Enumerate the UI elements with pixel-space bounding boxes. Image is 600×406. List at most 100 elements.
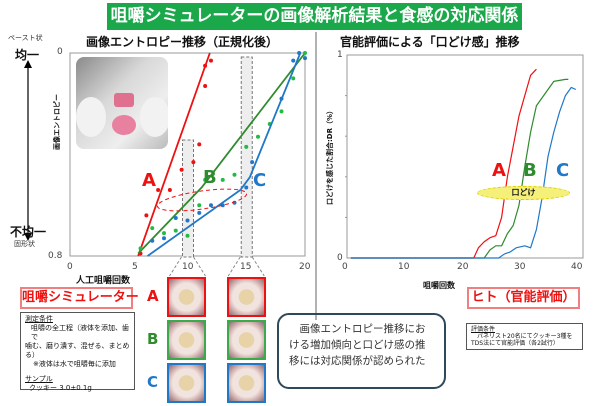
- photo-b-15: [227, 320, 266, 360]
- note-title: 評価条件: [471, 326, 496, 333]
- uniform-label: 均一: [15, 48, 40, 62]
- trend-line-B: [137, 52, 306, 255]
- right-label-c: C: [556, 160, 570, 181]
- y-tick: 0.8: [48, 251, 63, 261]
- highlight-ellipse: [156, 188, 248, 212]
- data-point-A: [197, 142, 202, 147]
- y-tick: 1: [337, 50, 343, 60]
- sample-title: サンプル: [25, 375, 53, 383]
- x-tick: 20: [457, 262, 469, 272]
- data-point-C: [162, 236, 166, 241]
- arrow-down-head: [24, 233, 32, 241]
- left-chart-title: 画像エントロピー推移（正規化後）: [86, 35, 279, 49]
- trend-line-C: [147, 52, 302, 257]
- data-point-A: [191, 160, 196, 165]
- data-point-B: [279, 109, 284, 114]
- data-point-A: [179, 167, 184, 172]
- photo-a-10: [167, 277, 206, 317]
- human-box: ヒト（官能評価）: [467, 287, 580, 309]
- data-point-B: [303, 51, 307, 55]
- dr-curve-A: [350, 68, 537, 259]
- conclusion-box: 画像エントロピー推移における増加傾向と口どけ感の推移には対応関係が認められた: [277, 313, 446, 389]
- x-tick: 15: [240, 262, 252, 272]
- data-point-B: [244, 144, 249, 149]
- row-label-c: C: [147, 373, 159, 391]
- y-tick: 0: [337, 253, 343, 263]
- data-point-C: [244, 185, 249, 190]
- photo-a-15: [227, 277, 266, 317]
- x-tick: 0: [342, 262, 348, 272]
- data-point-C: [173, 215, 178, 220]
- simulator-photo: [76, 57, 168, 149]
- label-a: A: [142, 170, 156, 191]
- right-chart-title: 官能評価による「口どけ感」推移: [340, 35, 520, 49]
- solid-label: 固形状: [14, 240, 35, 248]
- y-tick: 0: [57, 47, 63, 57]
- note-line: 咀嚼の全工程（液体を添加、歯で: [31, 324, 129, 341]
- sample-value: クッキー 3.0±0.1g: [29, 384, 92, 392]
- x-tick: 20: [299, 262, 311, 272]
- arrow-up-head: [24, 60, 32, 68]
- note-title: 測定条件: [25, 315, 53, 323]
- x-tick: 5: [132, 262, 138, 272]
- callout-lines-15: [227, 256, 265, 277]
- trend-line-A: [137, 52, 211, 257]
- data-point-B: [197, 203, 202, 208]
- right-label-b: B: [523, 160, 537, 181]
- photo-c-15: [227, 363, 266, 403]
- data-point-C: [197, 210, 202, 215]
- data-point-C: [291, 58, 296, 63]
- note-line: 噛む、磨り潰す、混ぜる、まとめる）: [25, 342, 130, 359]
- measurement-note: 測定条件 咀嚼の全工程（液体を添加、歯で 噛む、磨り潰す、混ぜる、まとめる） ※…: [20, 312, 135, 392]
- right-y-label: 口どけを感じた割合:DR（%）: [326, 106, 334, 205]
- data-point-C: [279, 96, 284, 101]
- evaluation-note: 評価条件 パネリスト20名にてクッキー3種を TDS法にて官能評価（各2試行）: [466, 323, 583, 350]
- data-point-C: [209, 203, 213, 208]
- data-point-B: [138, 246, 143, 251]
- highlight-column-10: [182, 139, 194, 258]
- paste-label: ペースト状: [8, 34, 43, 42]
- data-point-C: [250, 160, 255, 165]
- left-x-label: 人工咀嚼回数: [76, 276, 131, 286]
- highlight-column-15: [240, 56, 253, 258]
- right-label-a: A: [492, 160, 506, 181]
- data-point-B: [291, 76, 296, 81]
- kuchidoke-ellipse: 口どけ: [477, 186, 570, 200]
- note-line: ※液体は水で咀嚼毎に添加: [33, 360, 116, 368]
- data-point-B: [220, 177, 225, 182]
- right-x-label: 咀嚼回数: [423, 281, 455, 290]
- x-tick: 10: [398, 262, 410, 272]
- data-point-B: [173, 228, 178, 233]
- left-y-label: 画像エントロピー: [53, 94, 61, 150]
- dr-curve-B: [350, 78, 569, 259]
- row-label-b: B: [147, 330, 159, 348]
- data-point-A: [167, 188, 172, 193]
- x-tick: 10: [182, 262, 194, 272]
- data-point-B: [185, 233, 190, 238]
- data-point-C: [150, 238, 155, 243]
- data-point-B: [203, 177, 208, 182]
- data-point-B: [150, 226, 155, 231]
- page-title: 咀嚼シミュレーターの画像解析結果と食感の対応関係: [107, 3, 522, 30]
- data-point-C: [220, 203, 225, 208]
- dr-curve-C: [350, 86, 577, 259]
- data-point-A: [209, 58, 213, 63]
- row-label-a: A: [147, 287, 159, 305]
- photo-b-10: [167, 320, 206, 360]
- label-c: C: [253, 170, 267, 191]
- simulator-box: 咀嚼シミュレーター: [20, 287, 139, 309]
- data-point-A: [156, 188, 161, 193]
- data-point-B: [162, 231, 166, 236]
- data-point-C: [303, 56, 307, 61]
- x-tick: 40: [571, 262, 583, 272]
- data-point-C: [185, 218, 190, 223]
- x-tick: 30: [514, 262, 526, 272]
- data-point-A: [144, 213, 149, 218]
- callout-lines-10: [169, 256, 206, 277]
- x-tick: 0: [67, 262, 73, 272]
- data-point-B: [232, 172, 237, 177]
- data-point-B: [256, 134, 260, 139]
- data-point-A: [203, 83, 208, 88]
- data-point-C: [297, 51, 302, 55]
